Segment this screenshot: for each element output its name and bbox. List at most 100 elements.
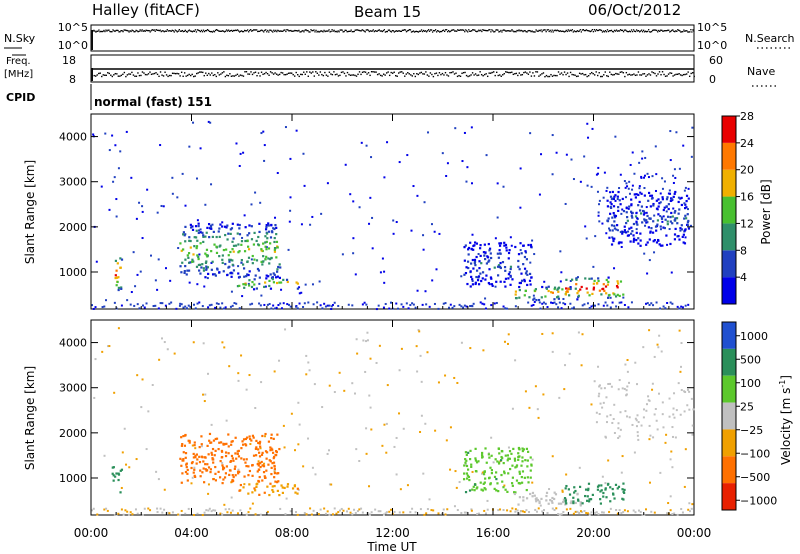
nave-point xyxy=(655,75,658,77)
velocity-scatter xyxy=(91,327,695,517)
echo-point xyxy=(267,463,270,466)
nsky-point xyxy=(167,30,169,32)
echo-point xyxy=(392,219,395,222)
echo-point xyxy=(365,340,368,343)
nave-point xyxy=(191,73,193,76)
nsky-panel xyxy=(90,24,695,52)
nsky-point xyxy=(270,29,272,31)
nsky-point xyxy=(171,29,173,32)
nsky-point xyxy=(96,30,98,32)
echo-point xyxy=(602,491,605,495)
nsky-point xyxy=(563,31,565,33)
nsky-point xyxy=(208,30,211,33)
echo-point xyxy=(564,293,568,296)
echo-point xyxy=(529,456,532,459)
nave-point xyxy=(410,74,412,76)
echo-point xyxy=(128,466,131,469)
echo-point xyxy=(509,236,512,239)
echo-point xyxy=(626,415,629,418)
nave-point xyxy=(606,75,608,77)
echo-point xyxy=(197,231,200,235)
nsky-point xyxy=(522,30,524,33)
echo-point xyxy=(617,282,620,285)
nave-point xyxy=(194,75,196,77)
echo-point xyxy=(621,197,624,201)
nave-point xyxy=(437,74,439,77)
echo-point xyxy=(409,304,412,307)
echo-point xyxy=(471,233,474,236)
nsky-point xyxy=(394,30,397,32)
nsky-point xyxy=(157,29,159,31)
nsky-point xyxy=(320,30,322,32)
nsky-point xyxy=(159,29,161,31)
nave-point xyxy=(438,72,441,74)
echo-point xyxy=(234,452,237,455)
echo-point xyxy=(134,508,137,511)
nave-point xyxy=(417,73,420,76)
echo-point xyxy=(626,510,629,513)
echo-point xyxy=(490,436,493,439)
echo-point xyxy=(471,280,474,283)
echo-point xyxy=(680,508,683,511)
echo-point xyxy=(92,133,95,136)
nsky-point xyxy=(269,29,271,31)
echo-point xyxy=(330,305,333,308)
echo-point xyxy=(397,307,400,310)
echo-point xyxy=(464,244,467,247)
nave-point xyxy=(206,74,208,77)
time-axis: 00:00 04:00 08:00 12:00 16:00 20:00 00:00 xyxy=(74,114,711,540)
echo-point xyxy=(607,383,610,386)
nave-point xyxy=(388,74,391,77)
echo-point xyxy=(240,447,243,450)
nave-point xyxy=(165,74,168,76)
nsky-point xyxy=(214,29,217,32)
echo-point xyxy=(588,306,591,309)
nsky-point xyxy=(627,31,630,33)
echo-point xyxy=(607,459,610,462)
echo-point xyxy=(470,262,473,265)
echo-point xyxy=(548,488,551,491)
echo-point xyxy=(482,251,486,254)
echo-point xyxy=(141,237,144,240)
echo-point xyxy=(546,511,549,514)
echo-point xyxy=(585,511,588,514)
echo-point xyxy=(600,293,603,296)
echo-point xyxy=(200,435,203,438)
nave-point xyxy=(316,72,319,75)
echo-point xyxy=(543,280,546,283)
echo-point xyxy=(500,473,503,477)
echo-point xyxy=(579,510,582,513)
echo-point xyxy=(467,246,471,250)
echo-point xyxy=(194,475,197,478)
echo-point xyxy=(490,277,493,280)
echo-point xyxy=(644,156,647,159)
nsky-point xyxy=(175,30,177,32)
echo-point xyxy=(232,250,235,253)
echo-point xyxy=(197,225,200,228)
nave-point xyxy=(649,74,652,76)
echo-point xyxy=(627,234,631,237)
echo-point xyxy=(115,215,118,218)
echo-point xyxy=(251,502,254,505)
nsky-point xyxy=(156,29,158,31)
echo-point xyxy=(496,216,499,219)
echo-point xyxy=(617,206,620,209)
echo-point xyxy=(506,307,509,310)
echo-point xyxy=(574,501,577,505)
nave-point xyxy=(168,74,171,77)
nave-point xyxy=(687,71,689,73)
echo-point xyxy=(274,247,277,250)
nsky-point xyxy=(693,30,695,32)
echo-point xyxy=(609,500,612,503)
nave-point xyxy=(612,74,614,76)
echo-point xyxy=(212,478,215,481)
echo-point xyxy=(633,193,636,196)
nave-point xyxy=(390,71,392,74)
echo-point xyxy=(184,434,187,437)
echo-point xyxy=(289,209,292,212)
echo-point xyxy=(180,509,183,512)
echo-point xyxy=(267,222,270,225)
echo-point xyxy=(119,469,122,472)
